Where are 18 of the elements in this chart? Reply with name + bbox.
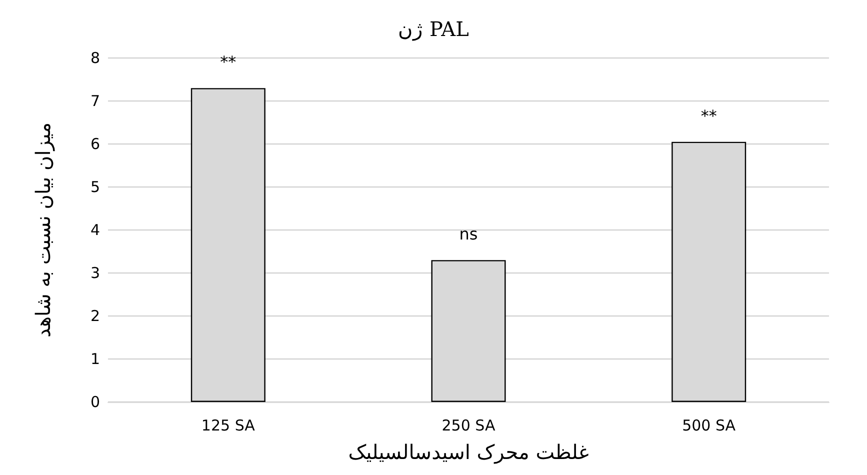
- y-tick-label: 0: [90, 393, 100, 411]
- annotation: **: [220, 52, 236, 72]
- y-tick-label: 4: [90, 221, 100, 239]
- y-tick-label: 3: [90, 264, 100, 282]
- y-axis-title: میزان بیان نسبت به شاهد: [31, 122, 55, 338]
- x-tick-label: 250 SA: [442, 416, 496, 434]
- x-axis-title: غلظت محرک اسیدسالسیلیک: [348, 440, 589, 464]
- y-tick-label: 6: [90, 135, 100, 153]
- y-tick-label: 1: [90, 350, 100, 368]
- annotation: ns: [459, 224, 478, 244]
- y-tick-label: 7: [90, 92, 100, 110]
- y-tick-label: 8: [90, 49, 100, 67]
- y-tick-label: 2: [90, 307, 100, 325]
- annotation: **: [700, 106, 717, 126]
- chart-title: ژن PAL: [398, 17, 469, 41]
- x-tick-label: 500 SA: [682, 416, 736, 434]
- y-tick-label: 5: [90, 178, 100, 196]
- x-tick-label: 125 SA: [201, 416, 256, 434]
